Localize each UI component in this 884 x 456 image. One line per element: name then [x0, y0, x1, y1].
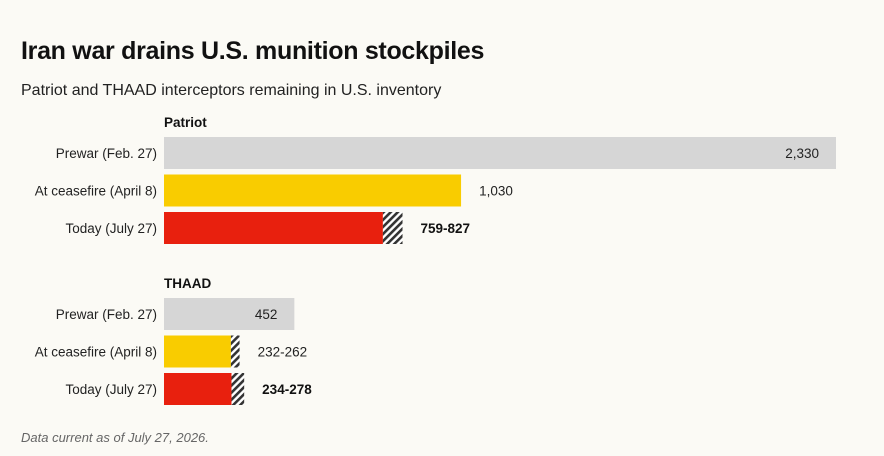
data-label: 234-278: [262, 382, 312, 397]
category-label: Today (July 27): [65, 382, 157, 397]
chart-title: Iran war drains U.S. munition stockpiles: [21, 37, 485, 65]
bar: [164, 373, 232, 405]
category-label: Prewar (Feb. 27): [56, 146, 157, 161]
group-label: Patriot: [164, 115, 207, 130]
data-label: 2,330: [785, 146, 819, 161]
category-label: Prewar (Feb. 27): [56, 307, 157, 322]
bar: [164, 298, 295, 330]
bar: [164, 335, 231, 368]
bar: [164, 137, 836, 169]
category-label: Today (July 27): [65, 221, 157, 236]
bar-range-hatch: [382, 212, 403, 244]
data-label: 1,030: [479, 184, 513, 199]
group-label: THAAD: [164, 276, 211, 291]
category-label: At ceasefire (April 8): [35, 184, 157, 199]
category-label: At ceasefire (April 8): [35, 345, 157, 360]
data-label: 232-262: [258, 345, 308, 360]
bar-range-hatch: [231, 373, 245, 405]
chart-subtitle: Patriot and THAAD interceptors remaining…: [21, 82, 442, 99]
footnote: Data current as of July 27, 2026.: [21, 430, 209, 445]
data-label: 452: [255, 307, 278, 322]
data-label: 759-827: [421, 221, 471, 236]
bar-range-hatch: [230, 335, 240, 368]
bar: [164, 174, 462, 207]
bar: [164, 212, 383, 244]
